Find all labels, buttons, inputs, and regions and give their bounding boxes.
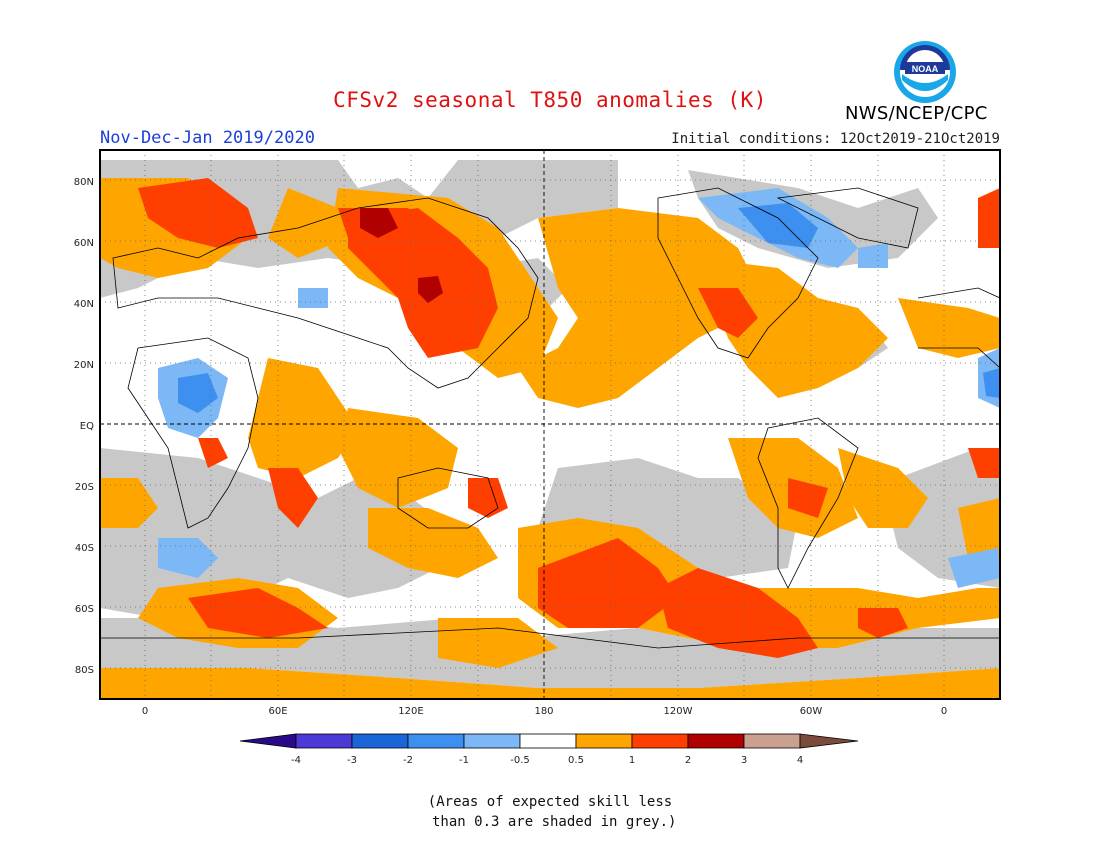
lat-label: 80S — [75, 665, 94, 676]
anomaly-minus1-minus2 — [178, 203, 1000, 413]
legend-arrow-left — [239, 733, 297, 749]
legend-label: 1 — [629, 755, 635, 766]
lon-label: 120W — [664, 706, 693, 717]
legend-label: 3 — [741, 755, 747, 766]
legend-swatch — [575, 733, 633, 749]
logo-text: NOAA — [912, 64, 939, 74]
legend-label: -0.5 — [510, 755, 530, 766]
lat-axis: 80N 60N 40N 20N EQ 20S 40S 60S 80S — [74, 177, 94, 676]
lon-label: 60W — [800, 706, 823, 717]
skill-note: (Areas of expected skill less than 0.3 a… — [427, 794, 677, 830]
lon-axis: 0 60E 120E 180 120W 60W 0 — [142, 706, 947, 717]
map-frame — [99, 149, 1001, 700]
legend-swatch — [463, 733, 521, 749]
legend-label: -2 — [403, 755, 413, 766]
legend-swatch — [519, 733, 577, 749]
legend-swatch — [743, 733, 801, 749]
lat-label: 40N — [74, 299, 94, 310]
lat-label: 20N — [74, 360, 94, 371]
lon-label: 120E — [398, 706, 423, 717]
lon-label: 0 — [941, 706, 947, 717]
legend-swatch — [407, 733, 465, 749]
legend-swatch — [351, 733, 409, 749]
lat-label: 40S — [75, 543, 94, 554]
lat-label: 20S — [75, 482, 94, 493]
lon-label: 180 — [534, 706, 553, 717]
legend-label: 4 — [797, 755, 803, 766]
legend-label: 0.5 — [568, 755, 584, 766]
agency-label: NWS/NCEP/CPC — [845, 103, 988, 124]
lon-label: 60E — [268, 706, 287, 717]
legend-label: -1 — [459, 755, 469, 766]
lon-label: 0 — [142, 706, 148, 717]
anomaly-map — [99, 149, 1001, 700]
map-title: CFSv2 seasonal T850 anomalies (K) — [333, 88, 767, 112]
noaa-logo-icon: NOAA — [894, 41, 956, 103]
legend-label: -3 — [347, 755, 357, 766]
graticule — [100, 150, 1000, 699]
legend-label: -4 — [291, 755, 301, 766]
lat-label: 80N — [74, 177, 94, 188]
lat-label: 60S — [75, 604, 94, 615]
anomaly-2-3 — [360, 208, 443, 303]
legend-swatch — [631, 733, 689, 749]
lat-label: 60N — [74, 238, 94, 249]
season-label: Nov-Dec-Jan 2019/2020 — [100, 128, 315, 148]
lat-label: EQ — [80, 421, 94, 432]
legend-label: 2 — [685, 755, 691, 766]
legend-swatch — [687, 733, 745, 749]
initial-conditions-label: Initial conditions: 12Oct2019-21Oct2019 — [671, 131, 1000, 147]
color-legend: -4 -3 -2 -1 -0.5 0.5 1 2 3 4 — [239, 733, 859, 766]
legend-arrow-right — [799, 733, 859, 749]
coastlines — [100, 187, 1000, 649]
legend-swatch — [295, 733, 353, 749]
